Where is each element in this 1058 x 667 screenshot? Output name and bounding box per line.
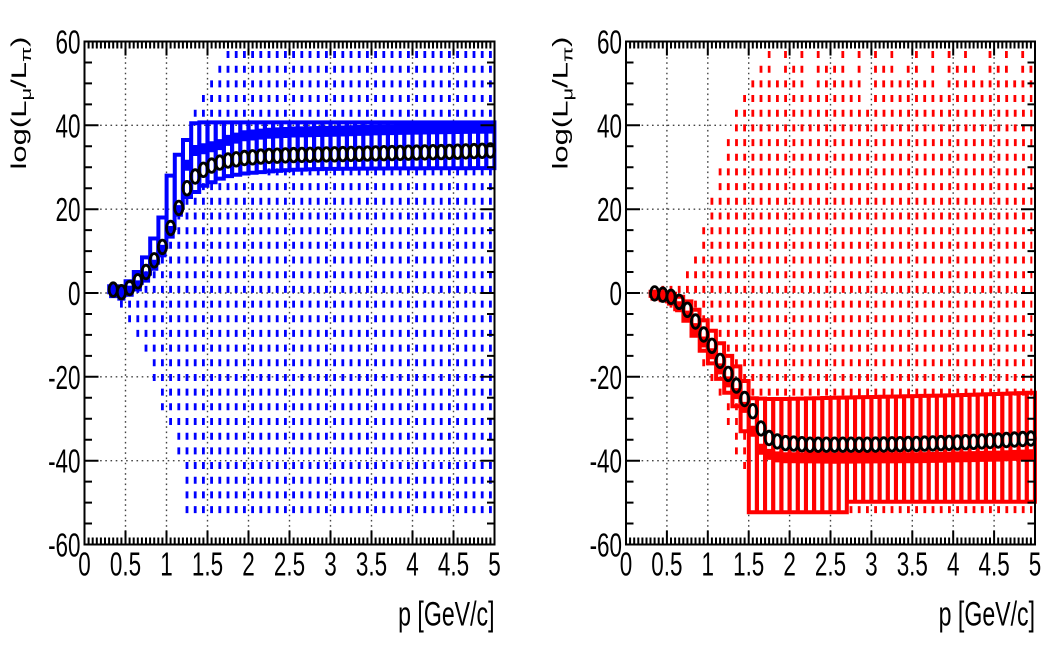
svg-text:4.5: 4.5 xyxy=(979,545,1010,582)
svg-text:p [GeV/c]: p [GeV/c] xyxy=(939,596,1035,633)
svg-text:5: 5 xyxy=(1029,545,1041,582)
svg-text:0.5: 0.5 xyxy=(110,545,141,582)
svg-text:2: 2 xyxy=(242,545,254,582)
svg-text:4.5: 4.5 xyxy=(438,545,469,582)
svg-text:3: 3 xyxy=(865,545,877,582)
svg-text:2.5: 2.5 xyxy=(274,545,305,582)
svg-text:-60: -60 xyxy=(48,526,80,563)
svg-text:0.5: 0.5 xyxy=(651,545,682,582)
svg-text:20: 20 xyxy=(56,191,81,228)
svg-text:20: 20 xyxy=(597,191,622,228)
svg-text:-60: -60 xyxy=(590,526,622,563)
svg-text:4: 4 xyxy=(947,545,959,582)
svg-text:1: 1 xyxy=(702,545,714,582)
svg-text:3.5: 3.5 xyxy=(356,545,387,582)
svg-text:5: 5 xyxy=(488,545,500,582)
svg-text:-20: -20 xyxy=(590,358,622,395)
svg-text:1: 1 xyxy=(160,545,172,582)
svg-text:60: 60 xyxy=(56,23,81,60)
svg-text:40: 40 xyxy=(56,107,81,144)
svg-text:2.5: 2.5 xyxy=(815,545,846,582)
svg-text:60: 60 xyxy=(597,23,622,60)
svg-text:log(Lμ/Lπ): log(Lμ/Lπ) xyxy=(7,37,34,170)
svg-text:p [GeV/c]: p [GeV/c] xyxy=(398,596,494,633)
svg-text:3.5: 3.5 xyxy=(897,545,928,582)
svg-text:40: 40 xyxy=(597,107,622,144)
svg-text:log(Lμ/Lπ): log(Lμ/Lπ) xyxy=(548,37,575,170)
svg-text:-40: -40 xyxy=(48,442,80,479)
svg-text:0: 0 xyxy=(610,275,622,312)
svg-text:-40: -40 xyxy=(590,442,622,479)
svg-text:0: 0 xyxy=(78,545,90,582)
svg-text:2: 2 xyxy=(783,545,795,582)
svg-text:1.5: 1.5 xyxy=(733,545,764,582)
svg-text:1.5: 1.5 xyxy=(192,545,223,582)
svg-text:0: 0 xyxy=(68,275,80,312)
svg-text:4: 4 xyxy=(406,545,418,582)
svg-text:-20: -20 xyxy=(48,358,80,395)
svg-text:0: 0 xyxy=(620,545,632,582)
svg-text:3: 3 xyxy=(324,545,336,582)
